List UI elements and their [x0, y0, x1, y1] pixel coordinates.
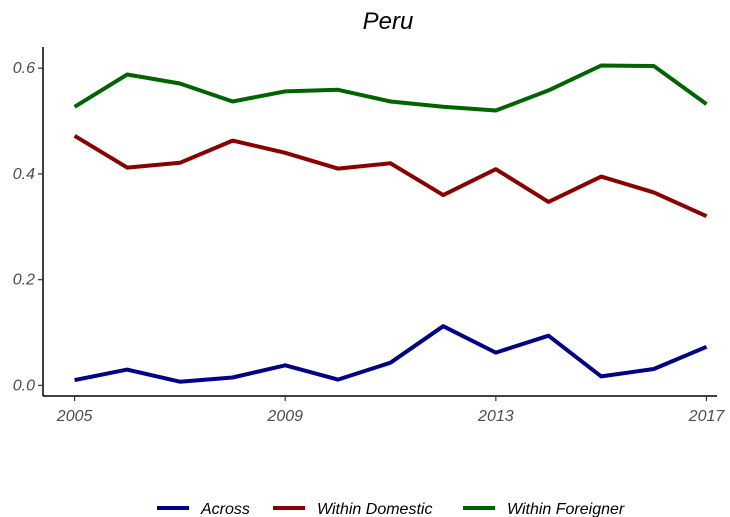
chart-title: Peru [363, 8, 414, 35]
y-tick-label: 0.2 [13, 272, 35, 289]
legend-label-within-foreigner: Within Foreigner [507, 501, 625, 517]
y-tick-label: 0.0 [13, 377, 35, 394]
y-tick-label: 0.4 [13, 166, 35, 183]
series-lines [73, 63, 708, 384]
x-tick-label: 2009 [266, 408, 303, 425]
axes: 0.0 0.2 0.4 0.6 2005 2009 2013 2017 [13, 47, 726, 425]
series-line-within-foreigner [73, 63, 708, 113]
x-tick-label: 2013 [477, 408, 514, 425]
legend-label-within-domestic: Within Domestic [317, 501, 432, 517]
x-tick-label: 2005 [56, 408, 93, 425]
series-line-within-domestic [73, 134, 708, 219]
series-line-across [74, 324, 708, 384]
y-tick-label: 0.6 [13, 60, 35, 77]
legend-label-across: Across [200, 501, 250, 517]
legend: Across Within Domestic Within Foreigner [157, 501, 625, 517]
x-tick-label: 2017 [688, 408, 726, 425]
